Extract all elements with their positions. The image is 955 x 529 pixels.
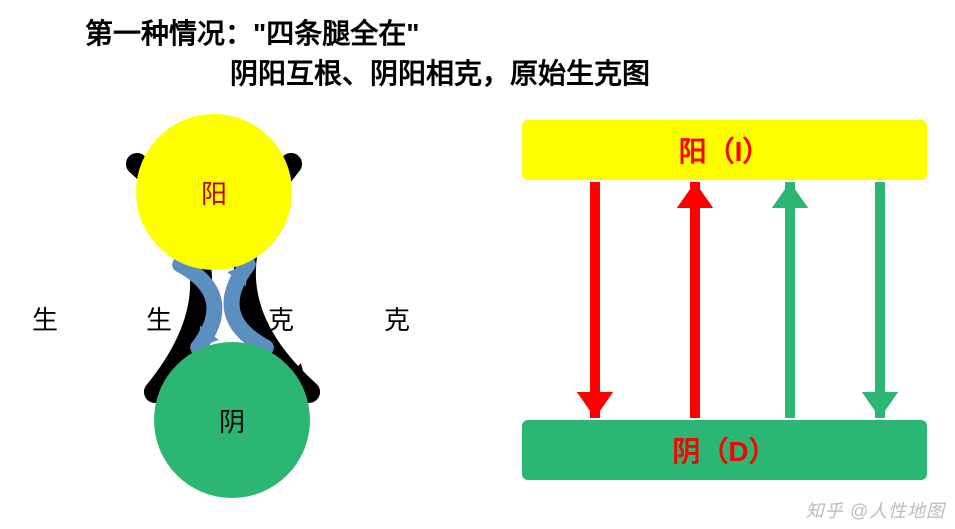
watermark: 知乎 @人性地图 — [806, 497, 945, 523]
right-diagram-arrows — [0, 0, 955, 529]
